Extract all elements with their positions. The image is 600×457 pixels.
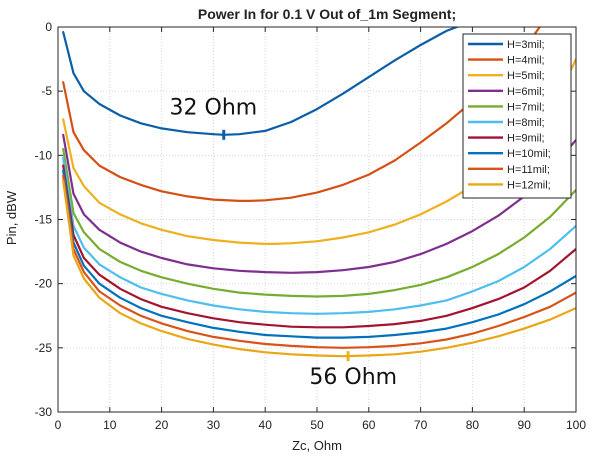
series-line-6 bbox=[62, 156, 576, 315]
y-tick-label: -5 bbox=[41, 84, 52, 98]
x-tick-label: 80 bbox=[466, 418, 480, 432]
x-tick-label: 10 bbox=[103, 418, 117, 432]
y-tick-label: 0 bbox=[45, 20, 52, 34]
legend-label-4: H=6mil; bbox=[507, 86, 545, 98]
y-tick-label: -25 bbox=[35, 341, 53, 355]
y-tick-label: -20 bbox=[35, 277, 53, 291]
x-tick-label: 90 bbox=[518, 418, 532, 432]
annotation-label-2: 56 Ohm bbox=[309, 365, 397, 390]
x-axis-label: Zc, Ohm bbox=[292, 438, 342, 453]
series-line-1 bbox=[62, 27, 458, 136]
legend-box bbox=[462, 33, 572, 199]
chart-title: Power In for 0.1 V Out of_1m Segment; bbox=[198, 6, 456, 22]
series-group bbox=[62, 27, 576, 358]
x-tick-label: 50 bbox=[310, 418, 324, 432]
legend-label-3: H=5mil; bbox=[507, 70, 545, 82]
legend-label-6: H=8mil; bbox=[507, 117, 545, 129]
y-tick-label: -15 bbox=[35, 213, 53, 227]
legend-label-1: H=3mil; bbox=[507, 39, 545, 51]
x-tick-label: 70 bbox=[414, 418, 428, 432]
series-line-2 bbox=[62, 27, 541, 202]
series-line-10 bbox=[62, 179, 576, 358]
legend-label-5: H=7mil; bbox=[507, 101, 545, 113]
series-line-5 bbox=[62, 147, 576, 298]
x-tick-label: 40 bbox=[259, 418, 273, 432]
x-tick-label: 20 bbox=[155, 418, 169, 432]
series-line-4 bbox=[62, 133, 576, 274]
x-tick-label: 60 bbox=[362, 418, 376, 432]
y-tick-label: -30 bbox=[35, 405, 53, 419]
x-tick-label: 30 bbox=[207, 418, 221, 432]
y-tick-label: -10 bbox=[35, 148, 53, 162]
series-line-8 bbox=[62, 169, 576, 339]
y-axis-label: Pin, dBW bbox=[4, 190, 19, 245]
x-tick-label: 100 bbox=[566, 418, 586, 432]
series-line-7 bbox=[62, 164, 576, 329]
legend-label-9: H=11mil; bbox=[507, 164, 550, 176]
legend-label-2: H=4mil; bbox=[507, 55, 545, 67]
legend-label-8: H=10mil; bbox=[507, 148, 551, 160]
legend-label-7: H=9mil; bbox=[507, 133, 545, 145]
annotation-label-1: 32 Ohm bbox=[170, 95, 258, 120]
plot-area: 0 10 20 30 40 50 60 70 80 90 100 0 -5 -10 -15 -20 -25 -30… bbox=[35, 20, 587, 432]
series-line-9 bbox=[62, 174, 576, 349]
x-tick-label: 0 bbox=[55, 418, 62, 432]
legend-label-10: H=12mil; bbox=[507, 179, 551, 191]
